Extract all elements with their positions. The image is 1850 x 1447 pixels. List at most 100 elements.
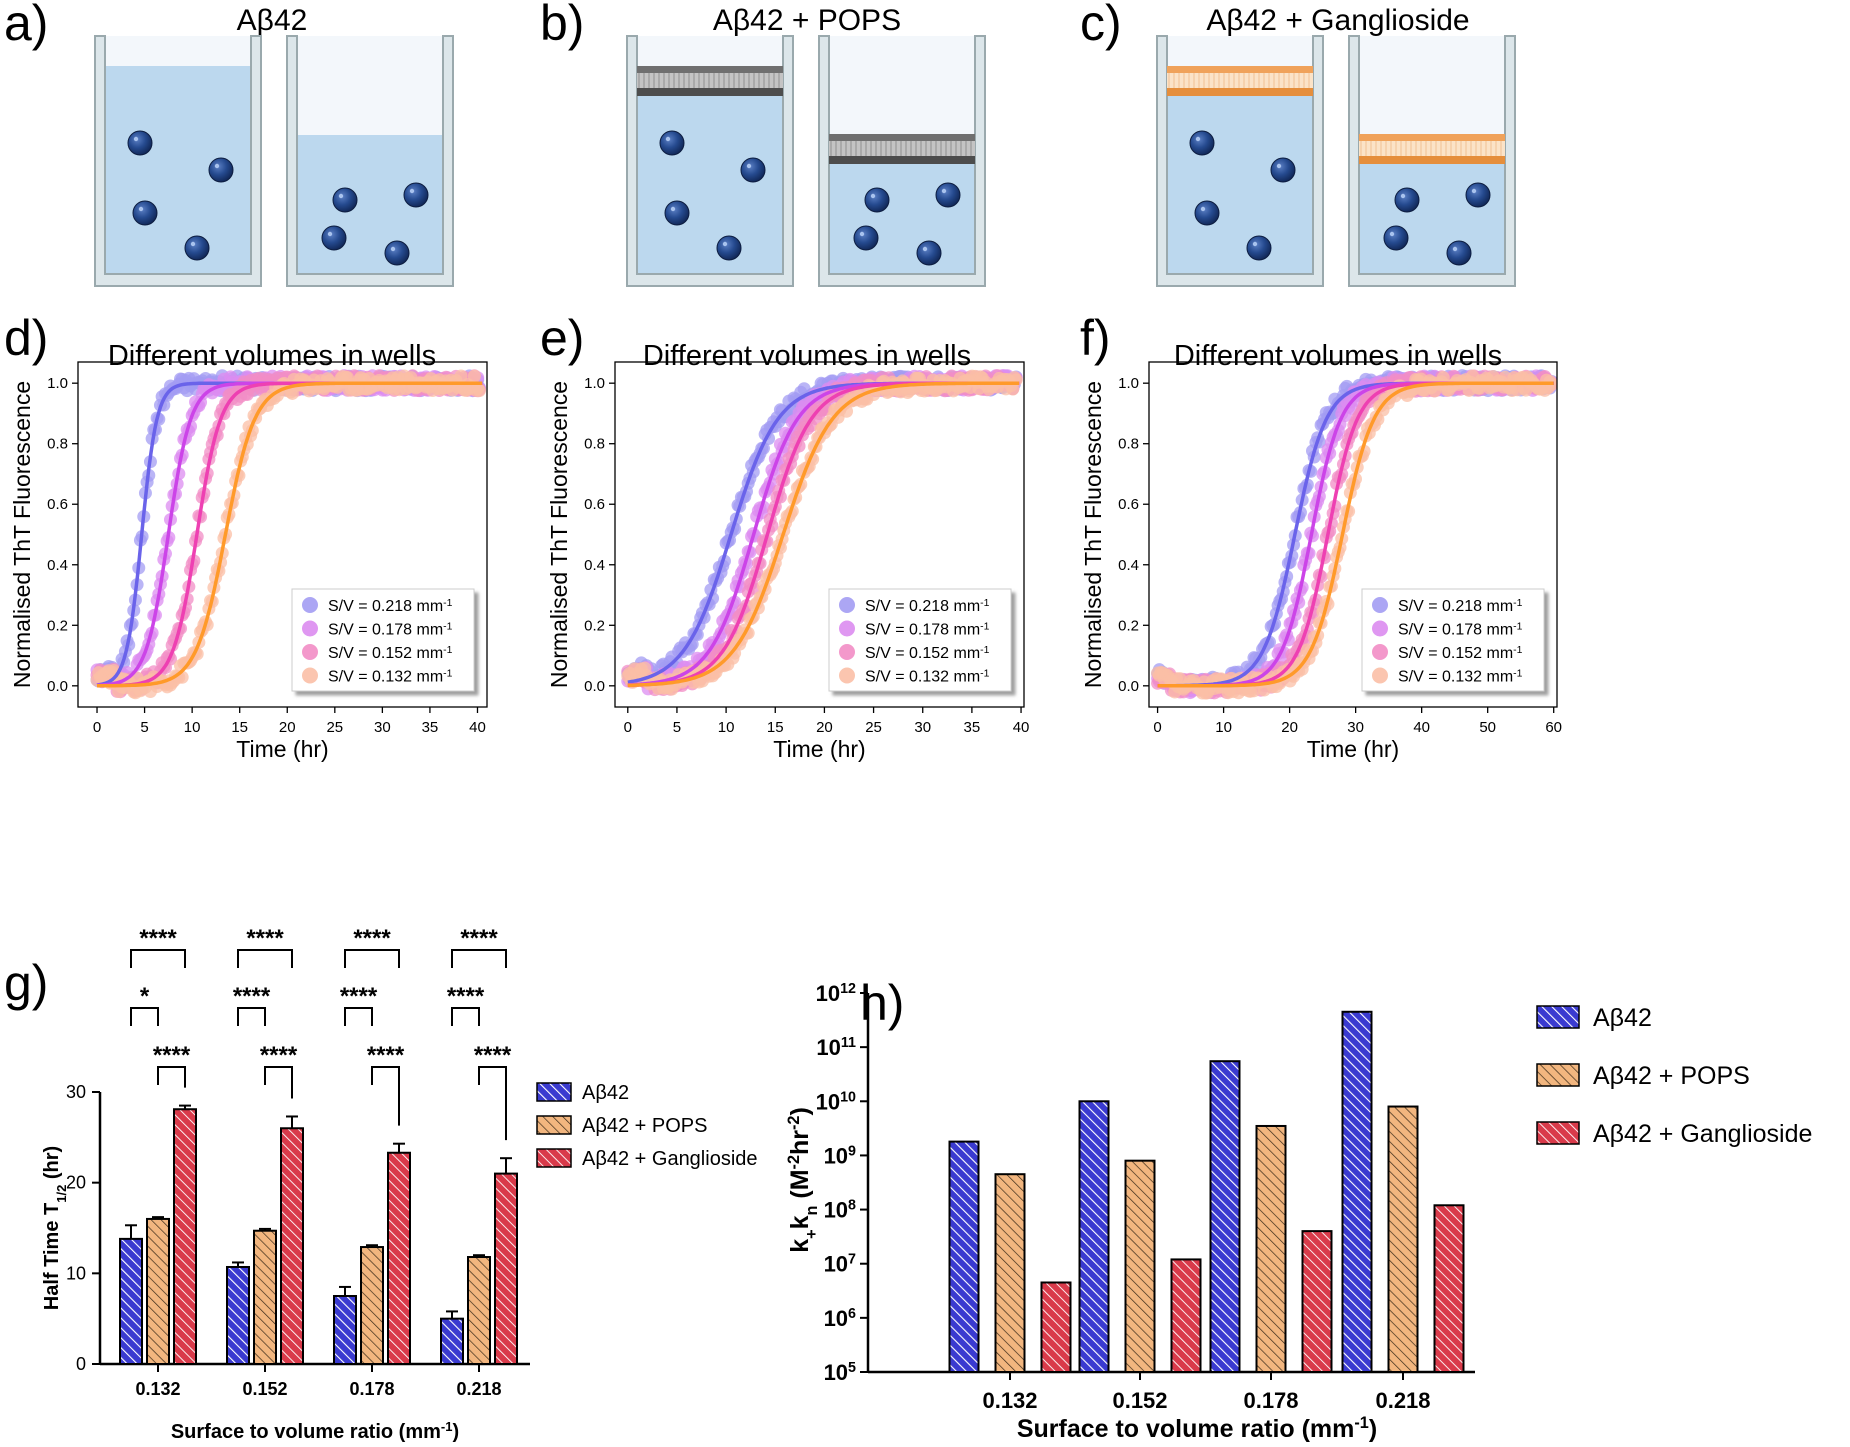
y-tick-label: 1.0 [47,375,68,392]
schematic-title: Aβ42 + POPS [713,4,901,37]
legend-box [1361,588,1545,692]
well [818,35,986,287]
x-tick-label: 0.178 [1243,1388,1298,1413]
significance-bracket [451,949,507,968]
x-tick-label: 30 [374,719,391,736]
significance-label: **** [260,1042,298,1069]
plot-area [90,369,486,700]
membrane-head-top [829,134,975,141]
y-tick-label: 0.2 [47,617,68,634]
panel-label-b: b) [540,0,584,51]
x-tick-label: 0.152 [1112,1388,1167,1413]
schematic-caption: Different volumes in wells [1174,340,1502,372]
legend-label: Aβ42 + Ganglioside [582,1148,758,1170]
legend-label: Aβ42 + POPS [1593,1062,1750,1090]
panel-label-f: f) [1080,310,1111,366]
x-axis-label: Time (hr) [773,736,865,762]
y-tick-label: 106 [824,1306,856,1331]
monomer-highlight [1276,163,1282,169]
well-wall [626,35,794,287]
significance-label: **** [233,983,271,1010]
y-tick-label: 109 [824,1143,856,1168]
significance-label: * [140,983,150,1010]
abeta-monomer-icon [1270,157,1296,183]
x-tick-label: 30 [914,719,931,736]
bar [1255,1124,1287,1374]
well [94,35,262,287]
x-tick-label: 0.132 [982,1388,1037,1413]
legend-label: S/V = 0.132 mm-1 [328,668,453,686]
significance-bracket [264,1066,293,1099]
bar [253,1229,277,1365]
x-tick-label: 15 [231,719,248,736]
abeta-monomer-icon [853,225,879,251]
significance-bracket [157,1066,186,1088]
significance-bracket [237,949,293,968]
bar [1209,1060,1241,1373]
y-tick-label: 10 [66,1263,86,1283]
panel-label-g: g) [4,955,48,1011]
significance-label: **** [246,925,284,952]
y-tick-label: 107 [824,1252,856,1277]
legend-label: S/V = 0.218 mm-1 [328,598,453,616]
monomer-highlight [665,136,671,142]
legend-label: Aβ42 [1593,1004,1652,1032]
legend-marker [1372,620,1388,637]
membrane-head-bottom [1359,156,1505,164]
significance-bracket [451,1007,480,1026]
legend: S/V = 0.218 mm-1 S/V = 0.178 mm-1 S/V = 0.… [828,588,1012,692]
bar [1387,1105,1419,1374]
x-tick-label: 40 [1413,719,1430,736]
well-wall [1348,35,1516,287]
y-axis-label: k+kn (M-2hr-2) [785,1107,821,1253]
legend-swatch [536,1082,572,1102]
y-axis-label: Half Time T1/2 (hr) [41,1146,69,1310]
monomer-highlight [214,163,220,169]
significance-label: **** [340,983,378,1010]
panel-label-d: d) [4,310,48,366]
membrane-head-top [1167,66,1313,73]
bar [494,1172,518,1365]
bar [1040,1281,1072,1374]
legend-box [291,588,475,692]
membrane-head-bottom [829,156,975,164]
legend-label: S/V = 0.178 mm-1 [1398,621,1523,639]
significance-bracket [478,1066,507,1141]
legend-box [828,588,1012,692]
x-tick-label: 35 [422,719,439,736]
panel-label-h: h) [860,975,904,1031]
bar [173,1108,197,1366]
well-wall [286,35,454,287]
legend-label: S/V = 0.152 mm-1 [1398,645,1523,663]
x-tick-label: 0.178 [349,1379,394,1399]
legend-label: Aβ42 + POPS [582,1115,707,1137]
bar [1170,1258,1202,1374]
bar [1124,1159,1156,1373]
x-axis-label: Surface to volume ratio (mm-1) [1017,1414,1377,1443]
abeta-monomer-icon [1194,200,1220,226]
x-tick-label: 25 [865,719,882,736]
significance-bracket [371,1066,400,1126]
membrane-head-bottom [1167,88,1313,96]
schematic-title: Aβ42 [237,4,308,37]
bar [994,1173,1026,1373]
monomer-highlight [922,246,928,252]
x-tick-label: 50 [1479,719,1496,736]
abeta-monomer-icon [332,187,358,213]
y-tick-label: 1011 [816,1035,856,1060]
x-tick-label: 0 [1153,719,1161,736]
panel-label-c: c) [1080,0,1122,51]
bar [387,1151,411,1366]
abeta-monomer-icon [1383,225,1409,251]
monomer-highlight [390,246,396,252]
x-tick-label: 5 [140,719,148,736]
thT-kinetics-plot-f: 0 10 20 30 40 50 60 0.0 0.2 0.4 0.6 0.8 1.0 Time (hr)… [1080,361,1562,762]
abeta-monomer-icon [935,182,961,208]
x-tick-label: 0.132 [135,1379,180,1399]
bar [467,1256,491,1365]
legend-label: S/V = 0.152 mm-1 [328,645,453,663]
legend-label: S/V = 0.178 mm-1 [865,621,990,639]
legend-marker [1372,667,1388,684]
abeta-monomer-icon [384,240,410,266]
